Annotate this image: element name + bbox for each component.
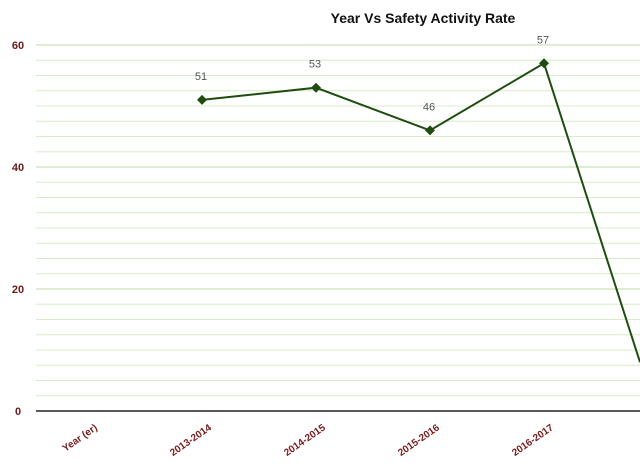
y-tick-labels: 0 20 40 60: [12, 40, 24, 418]
data-point-marker: [539, 58, 549, 69]
x-tick-label: 2014-2015: [282, 422, 328, 459]
x-tick-label: Year (er): [61, 422, 100, 454]
data-label: 51: [195, 71, 207, 83]
y-tick-label: 0: [15, 406, 21, 418]
x-tick-labels: Year (er) 2013-2014 2014-2015 2015-2016 2016…: [61, 422, 556, 459]
data-labels: 51 53 46 57: [195, 34, 549, 113]
x-tick-label: 2015-2016: [396, 422, 442, 459]
x-tick-label: 2016-2017: [510, 422, 556, 459]
data-label: 57: [537, 34, 549, 46]
y-tick-label: 60: [12, 40, 24, 52]
y-tick-label: 20: [12, 284, 24, 296]
series-line-group: [197, 58, 640, 363]
data-point-marker: [197, 94, 207, 105]
x-tick-label: 2013-2014: [168, 422, 214, 459]
chart-title: Year Vs Safety Activity Rate: [331, 10, 516, 26]
data-label: 46: [423, 101, 435, 113]
data-label: 53: [309, 59, 321, 71]
data-point-marker: [311, 82, 321, 93]
grid-lines: [36, 44, 640, 397]
data-point-marker: [425, 125, 435, 136]
y-tick-label: 40: [12, 162, 24, 174]
